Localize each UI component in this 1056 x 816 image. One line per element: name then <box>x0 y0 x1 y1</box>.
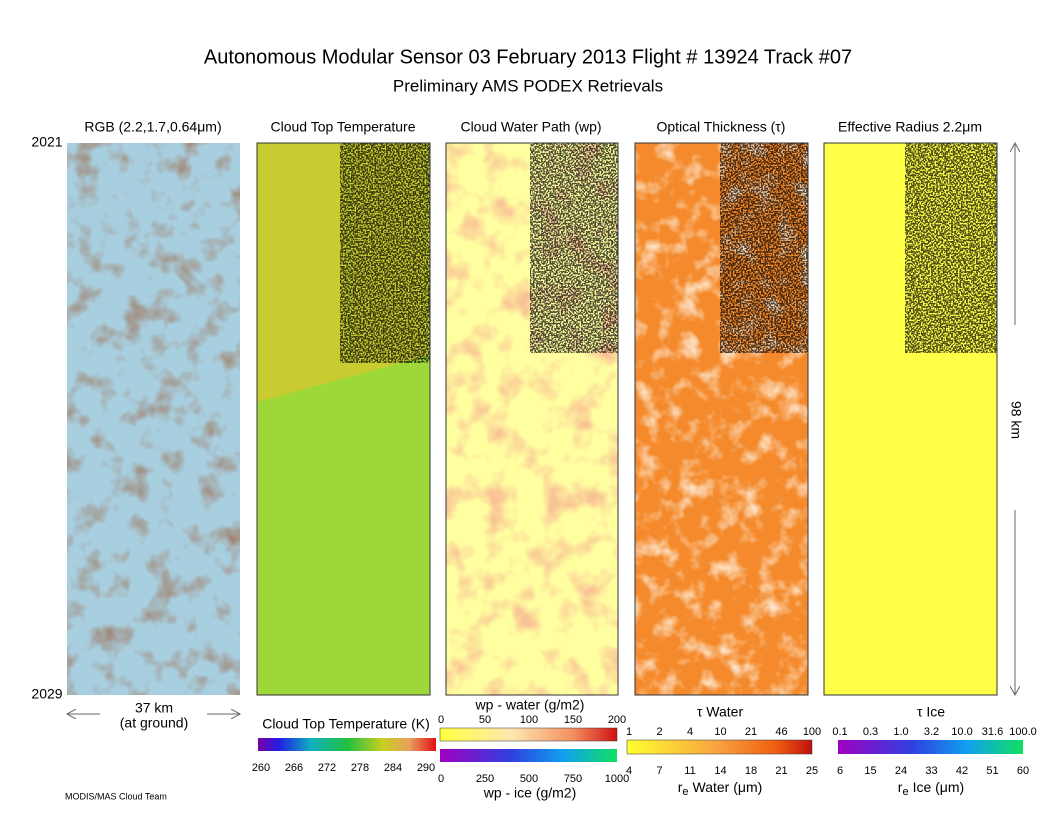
colorbar-tick-label: 0 <box>438 773 444 785</box>
colorbar-label: re Ice (μm) <box>898 779 964 798</box>
colorbar-tick-label: 150 <box>564 714 582 726</box>
colorbar-tick-label: 3.2 <box>924 726 939 738</box>
colorbar-tick-label: 25 <box>806 765 818 777</box>
colorbar-tick-label: 0.3 <box>863 726 878 738</box>
colorbar-tick-label: 4 <box>687 726 693 738</box>
colorbar-tick-label: 18 <box>745 765 757 777</box>
width-note: (at ground) <box>120 715 188 731</box>
scan-end: 2029 <box>31 686 62 702</box>
rgb-image <box>67 143 240 695</box>
subscript: e <box>682 786 688 798</box>
length-label: 98 km <box>1008 401 1024 439</box>
effective-radius-image <box>823 142 998 696</box>
colorbar-tick-label: 21 <box>775 765 787 777</box>
colorbar-tick-label: 284 <box>384 762 402 774</box>
colorbar-label: wp - water (g/m2) <box>475 697 585 713</box>
colorbar-tick-label: 0 <box>438 714 444 726</box>
colorbar-tick-label: 100.0 <box>1009 726 1037 738</box>
colorbar-tick-label: 250 <box>476 773 494 785</box>
temperature-image <box>256 142 431 696</box>
colorbar-tick-label: 33 <box>925 765 937 777</box>
colorbar-tick-label: 290 <box>417 762 435 774</box>
colorbar-tick-label: 4 <box>626 765 632 777</box>
colorbar-label: Cloud Top Temperature (K) <box>262 716 430 732</box>
width-label: 37 km <box>135 700 173 716</box>
colorbar-tick-label: 11 <box>684 765 695 777</box>
panel-title: Effective Radius 2.2μm <box>838 119 982 135</box>
colorbar-tick-label: 42 <box>956 765 968 777</box>
panel-title: Optical Thickness (τ) <box>657 119 786 135</box>
colorbar <box>838 740 1023 754</box>
colorbar-tick-label: 10.0 <box>951 726 972 738</box>
colorbar-tick-label: 60 <box>1017 765 1029 777</box>
colorbar-label: τ Ice <box>917 704 945 720</box>
colorbar <box>258 738 436 751</box>
colorbar-tick-label: 1 <box>626 726 632 738</box>
colorbar-tick-label: 1000 <box>605 773 629 785</box>
colorbar-tick-label: 46 <box>775 726 787 738</box>
colorbar-tick-label: 266 <box>285 762 303 774</box>
colorbar-tick-label: 500 <box>520 773 538 785</box>
colorbar <box>439 727 618 742</box>
optical-thickness-image <box>634 142 809 696</box>
colorbar-tick-label: 272 <box>318 762 336 774</box>
colorbar <box>626 739 813 755</box>
colorbar-tick-label: 24 <box>895 765 907 777</box>
colorbar-label: wp - ice (g/m2) <box>483 785 577 801</box>
water-path-image <box>445 142 619 696</box>
colorbar-tick-label: 6 <box>837 765 843 777</box>
colorbar <box>440 749 617 762</box>
title: Autonomous Modular Sensor 03 February 20… <box>204 46 852 68</box>
label-text: Ice (μm) <box>913 779 965 795</box>
symbol: r <box>678 779 683 795</box>
symbol: r <box>898 779 903 795</box>
colorbar-tick-label: 7 <box>656 765 662 777</box>
colorbar-tick-label: 14 <box>714 765 726 777</box>
colorbar-tick-label: 750 <box>564 773 582 785</box>
colorbar-tick-label: 0.1 <box>832 726 847 738</box>
colorbar-tick-label: 100 <box>520 714 538 726</box>
colorbar-tick-label: 51 <box>986 765 998 777</box>
colorbar-tick-label: 100 <box>803 726 821 738</box>
colorbar-tick-label: 50 <box>479 714 491 726</box>
colorbar-label: re Water (μm) <box>678 779 763 798</box>
colorbar-tick-label: 2 <box>656 726 662 738</box>
credit: MODIS/MAS Cloud Team <box>65 791 167 801</box>
subtitle: Preliminary AMS PODEX Retrievals <box>393 76 663 95</box>
colorbar-tick-label: 15 <box>864 765 876 777</box>
panel-title: Cloud Water Path (wp) <box>460 119 601 135</box>
colorbar-tick-label: 260 <box>252 762 270 774</box>
colorbar-tick-label: 278 <box>351 762 369 774</box>
panel-title: Cloud Top Temperature <box>270 119 415 135</box>
scan-start: 2021 <box>31 134 62 150</box>
panel-title: RGB (2.2,1.7,0.64μm) <box>84 119 221 135</box>
subscript: e <box>902 786 908 798</box>
colorbar-label: τ Water <box>697 704 744 720</box>
label-text: Water (μm) <box>693 779 763 795</box>
colorbar-tick-label: 200 <box>608 714 626 726</box>
colorbar-tick-label: 31.6 <box>982 726 1003 738</box>
colorbar-tick-label: 21 <box>745 726 757 738</box>
colorbar-tick-label: 1.0 <box>893 726 908 738</box>
colorbar-tick-label: 10 <box>714 726 726 738</box>
